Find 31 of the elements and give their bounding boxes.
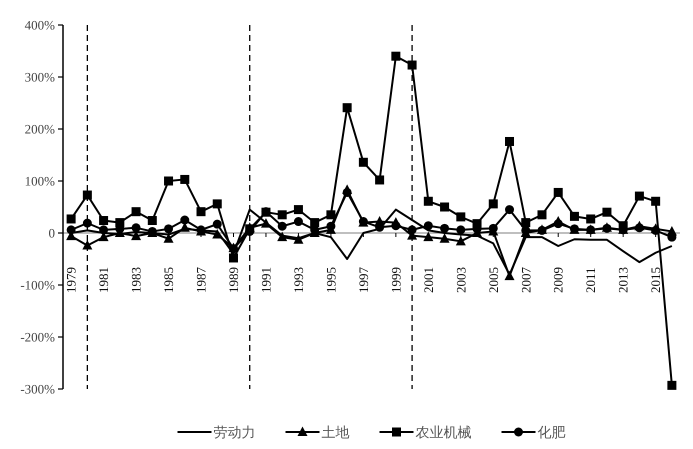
legend-label: 土地: [322, 425, 350, 441]
x-tick-label: 2013: [616, 267, 631, 293]
x-tick-label: 2011: [583, 267, 598, 293]
y-tick-label: -300%: [20, 382, 56, 396]
y-tick-label: 100%: [24, 174, 56, 188]
x-tick-label: 2009: [550, 267, 566, 293]
legend-label: 化肥: [538, 425, 566, 441]
y-tick-label: 400%: [24, 18, 56, 32]
x-tick-label: 1997: [356, 266, 371, 293]
x-tick-label: 2001: [420, 267, 436, 293]
x-tick-label: 1999: [388, 267, 404, 293]
legend-label: 劳动力: [214, 425, 256, 441]
x-tick-label: 1983: [128, 267, 144, 293]
legend-label: 农业机械: [416, 425, 472, 441]
x-tick-label: 1987: [194, 266, 209, 293]
y-tick-label: -200%: [20, 330, 56, 344]
y-tick-label: 0: [48, 226, 55, 240]
x-tick-label: 1979: [64, 267, 79, 293]
x-tick-label: 1981: [96, 267, 112, 293]
x-tick-label: 2003: [453, 267, 468, 293]
x-tick-label: 1991: [258, 267, 274, 293]
x-tick-label: 2015: [648, 267, 664, 293]
y-tick-label: 300%: [24, 70, 56, 84]
x-tick-label: 1985: [161, 267, 176, 293]
x-tick-label: 1995: [323, 267, 338, 293]
y-tick-label: -100%: [20, 278, 56, 292]
x-tick-label: 2007: [518, 266, 534, 293]
x-tick-label: 1993: [290, 267, 306, 293]
x-tick-label: 2005: [486, 267, 501, 293]
x-tick-label: 1989: [226, 267, 241, 293]
y-tick-label: 200%: [24, 122, 56, 136]
